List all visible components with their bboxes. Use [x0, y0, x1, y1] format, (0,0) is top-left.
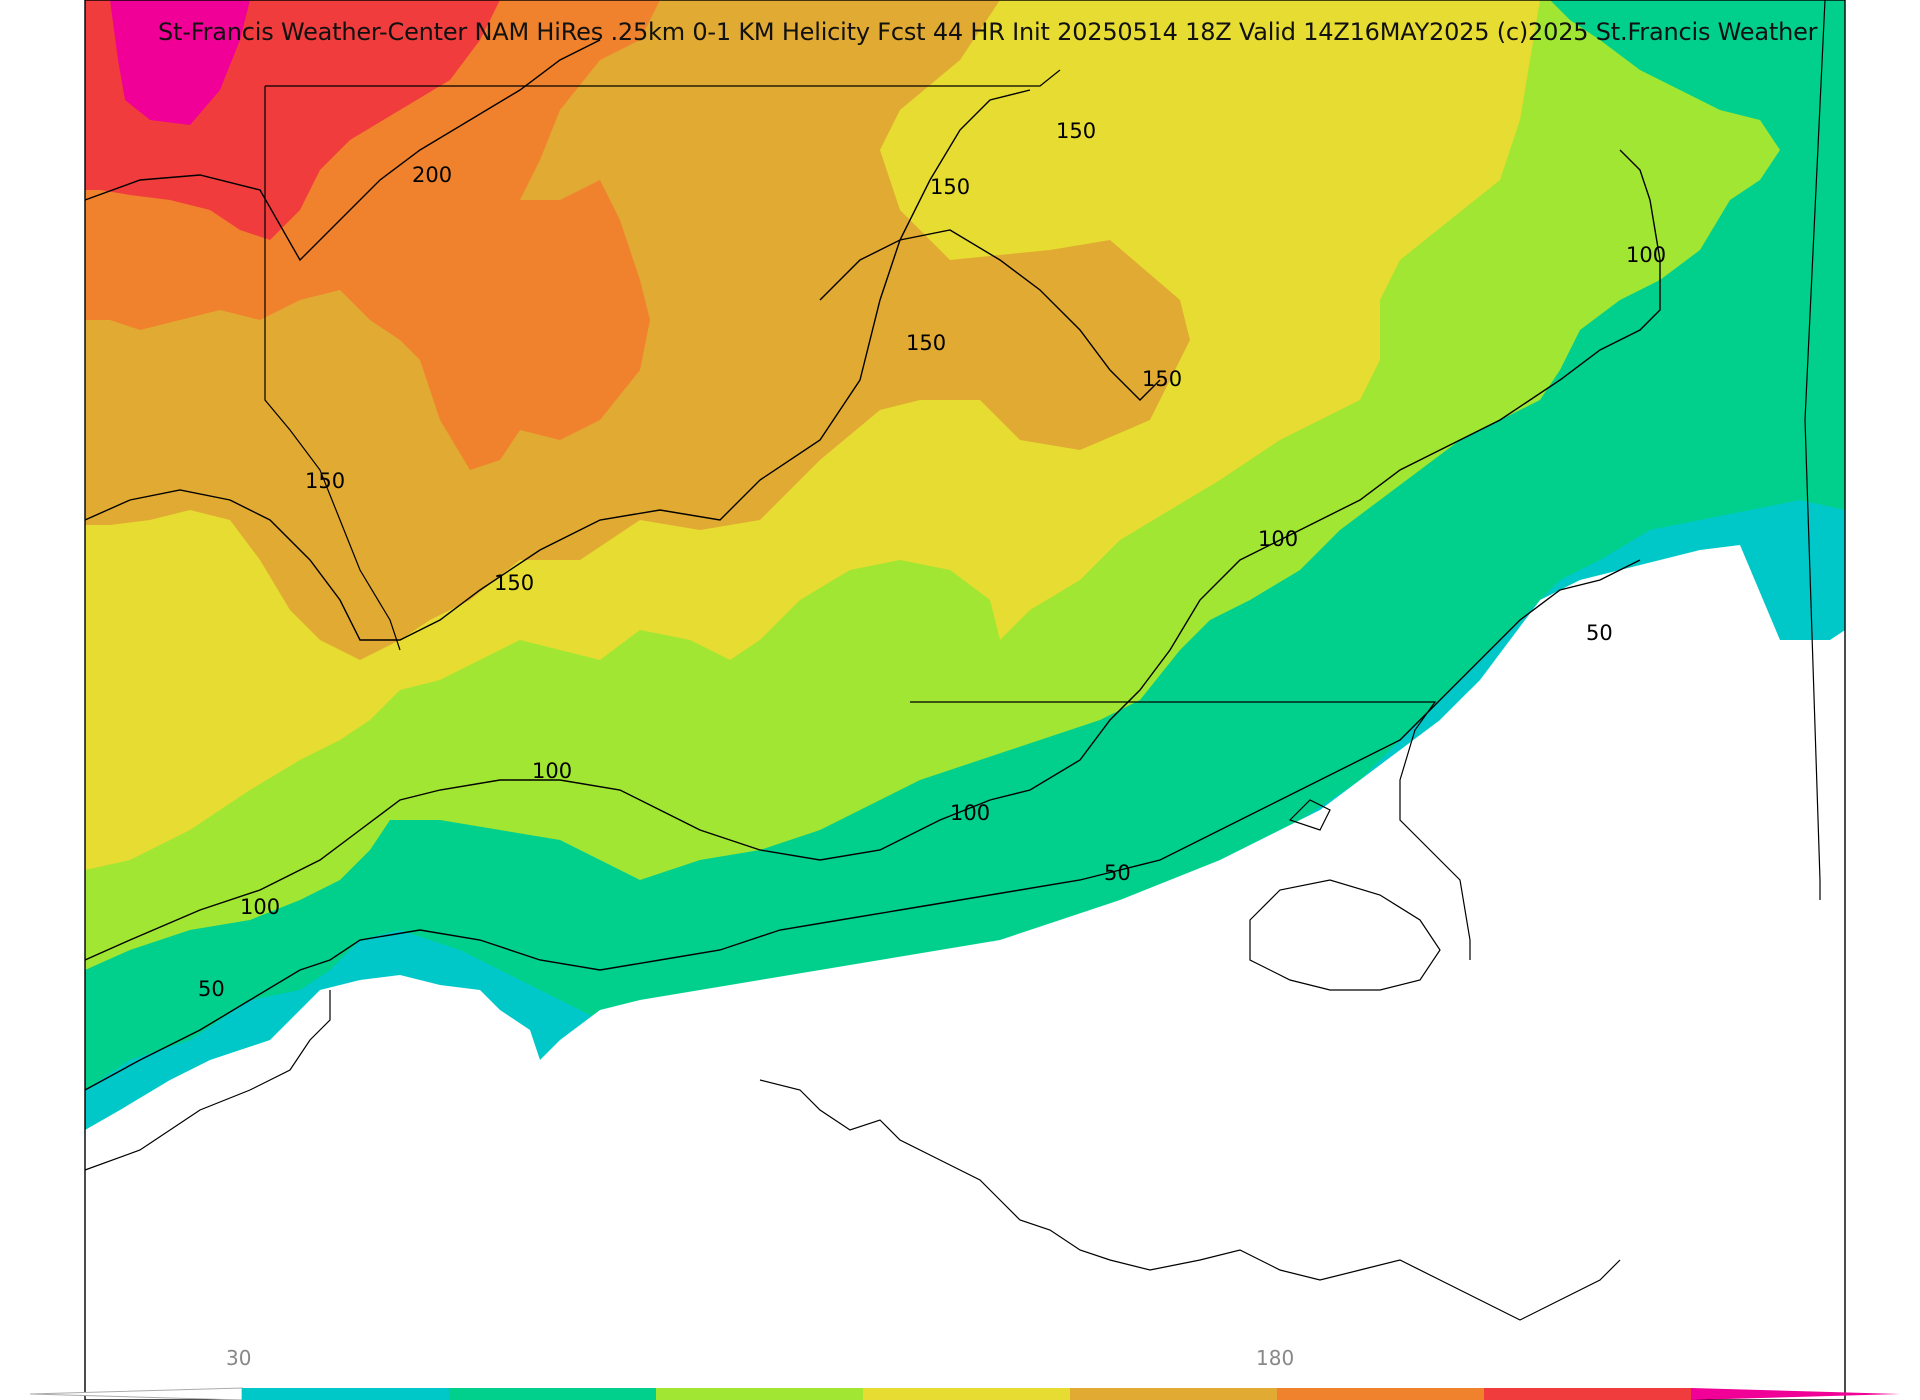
contour-label: 150: [494, 571, 534, 595]
map-frame: [84, 0, 1846, 1400]
contour-label: 50: [1104, 861, 1131, 885]
contour-layer: [84, 39, 1661, 1091]
contour-label: 150: [305, 469, 345, 493]
contour-label: 100: [950, 801, 990, 825]
fill-magenta: [110, 0, 250, 125]
coastline: [84, 990, 331, 1171]
map-title: St-Francis Weather-Center NAM HiRes .25k…: [158, 18, 1818, 46]
contour-label: 150: [930, 175, 970, 199]
fill-white-land: [85, 545, 1845, 1330]
colorbar-swatch: [242, 1388, 449, 1400]
colorbar-swatch: [1277, 1388, 1484, 1400]
contour-line-100: [84, 149, 1661, 961]
colorbar-swatch: [863, 1388, 1070, 1400]
contour-labels: 200 150 150 150 150 150 150 100 100 100 …: [198, 119, 1666, 1001]
coastline: [759, 1079, 1621, 1321]
contour-label: 150: [1142, 367, 1182, 391]
contour-label: 100: [532, 759, 572, 783]
colorbar-tick-label: 180: [1256, 1346, 1295, 1370]
contour-line-150: [819, 229, 1161, 401]
contour-line-50: [84, 559, 1641, 1091]
lake: [1249, 879, 1441, 991]
colorbar-swatch: [1484, 1388, 1691, 1400]
contour-line-150: [84, 89, 1031, 641]
contour-label: 150: [906, 331, 946, 355]
contour-label: 100: [240, 895, 280, 919]
colorbar-swatch: [1070, 1388, 1277, 1400]
fill-white-land-2: [1400, 640, 1845, 1330]
colorbar-low-arrow: [29, 1387, 243, 1400]
colorbar-high-arrow: [1691, 1388, 1900, 1400]
island: [1288, 799, 1331, 831]
colorbar-swatch: [449, 1388, 656, 1400]
colorbar: [29, 1387, 1900, 1400]
contour-label: 200: [412, 163, 452, 187]
state-boundary: [264, 86, 401, 651]
contour-line-200: [84, 39, 601, 262]
contour-label: 100: [1626, 243, 1666, 267]
contour-label: 50: [1586, 621, 1613, 645]
contour-label: 150: [1056, 119, 1096, 143]
state-boundary: [265, 69, 1061, 87]
colorbar-tick-label: 30: [226, 1346, 252, 1370]
colorbar-swatch: [656, 1388, 863, 1400]
contour-label: 100: [1258, 527, 1298, 551]
fill-orange-2: [420, 180, 650, 470]
color-fill-layer: [85, 0, 1845, 1330]
state-boundary: [1804, 0, 1826, 900]
contour-label: 50: [198, 977, 225, 1001]
